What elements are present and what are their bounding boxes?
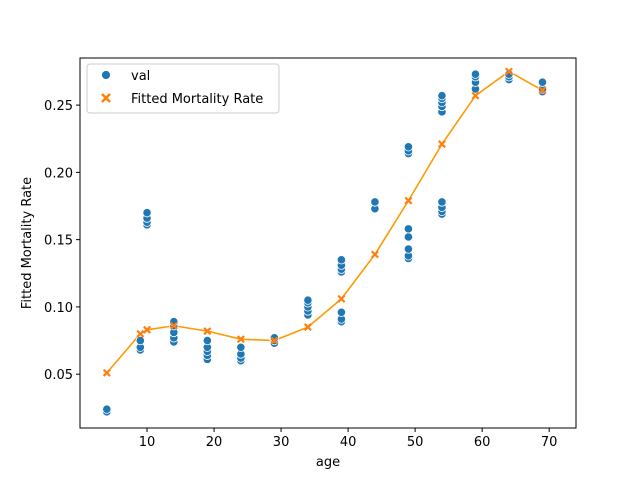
fitted-point [143,325,152,334]
val-point [336,307,347,317]
fitted-point [102,368,111,377]
y-tick-label: 0.05 [44,368,73,383]
fitted-point [203,327,212,336]
val-point [403,224,414,234]
legend-box [86,63,280,114]
x-tick-label: 40 [340,435,357,450]
x-tick-label: 50 [407,435,424,450]
legend-fitted-label: Fitted Mortality Rate [131,92,263,107]
val-point [403,244,414,254]
fitted-point [270,336,279,345]
y-tick-label: 0.20 [44,166,73,181]
y-tick-label: 0.15 [44,234,73,249]
val-point [437,91,447,101]
x-tick-label: 30 [273,435,290,450]
y-axis-ticks: 0.05 0.10 0.15 0.20 0.25 [44,99,80,383]
val-point [142,208,152,218]
legend-val-label: val [131,69,150,84]
val-point [102,404,112,414]
x-tick-label: 70 [541,435,558,450]
fitted-point [370,250,379,259]
y-tick-label: 0.25 [44,99,73,114]
val-point [336,255,347,265]
val-point [202,335,212,346]
fitted-point [337,294,346,303]
fitted-point [169,321,178,330]
val-point [303,295,313,305]
fitted-point [538,86,547,95]
fitted-marker-layer [102,67,547,377]
x-axis-ticks: 10 20 30 40 50 60 70 [139,428,558,450]
x-tick-label: 60 [474,435,491,450]
val-point [403,142,414,152]
val-point [135,335,145,346]
legend: val Fitted Mortality Rate [86,63,280,114]
val-point [403,232,414,242]
val-point [437,197,447,207]
y-axis-label: Fitted Mortality Rate [20,177,35,309]
fitted-point [437,140,446,149]
fitted-point [471,91,480,100]
legend-fitted-marker [101,93,111,103]
fitted-point [136,329,145,338]
val-point [470,69,481,79]
plot-frame [79,57,577,429]
y-tick-label: 0.10 [44,301,73,316]
val-point [236,342,246,352]
fitted-point [303,323,312,332]
legend-val-marker [101,70,111,80]
fitted-point [404,196,413,205]
val-point [537,77,548,87]
fitted-point [236,335,245,344]
x-tick-label: 20 [206,435,223,450]
x-tick-label: 10 [139,435,156,450]
fitted-point [504,67,513,76]
x-axis-label: age [316,455,340,470]
val-point [370,197,380,207]
